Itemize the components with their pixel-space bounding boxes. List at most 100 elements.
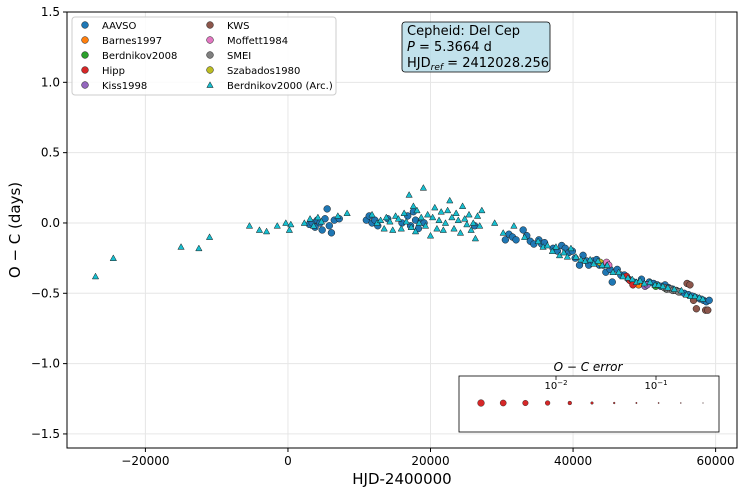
berdnikov2000-arc-point (285, 226, 294, 233)
x-axis-label: HJD-2400000 (352, 470, 451, 488)
berdnikov2000-arc-point (469, 219, 477, 226)
berdnikov2000-arc-point (654, 281, 663, 288)
berdnikov2000-arc-point (628, 275, 636, 283)
berdnikov2000-arc-point (421, 222, 430, 229)
legend-marker-moffett1984 (206, 36, 214, 44)
legend-label-hipp: Hipp (102, 66, 125, 77)
berdnikov2000-arc-point (615, 268, 623, 276)
berdnikov2000-arc-point (560, 248, 568, 256)
kws-point (692, 305, 701, 313)
berdnikov2000-arc-point (415, 219, 423, 226)
legend-label-barnes1997: Barnes1997 (102, 36, 162, 47)
berdnikov2000-arc-point (478, 206, 486, 214)
berdnikov2000-arc-point (306, 215, 314, 222)
berdnikov2000-arc-point (177, 243, 185, 250)
berdnikov2000-arc-point (245, 222, 254, 229)
berdnikov2000-arc-point (262, 227, 271, 235)
berdnikov2000-arc-point (287, 220, 295, 228)
inset-error-marker (635, 402, 638, 404)
legend-marker-aavso (81, 21, 89, 29)
berdnikov2000-arc-point (439, 226, 447, 233)
info-hjd-symbol: HJD (407, 56, 431, 71)
berdnikov2000-arc-point (577, 255, 585, 263)
legend-label-berdnikov2000-arc: Berdnikov2000 (Arc.) (227, 81, 333, 92)
berdnikov2000-arc-point (397, 224, 405, 232)
info-period-value: = 5.3664 d (415, 40, 492, 55)
berdnikov2000-arc-point (407, 223, 415, 230)
oc-error-inset: O − C error 10−2 10−1 (458, 360, 720, 433)
aavso-point (327, 229, 336, 237)
y-tick-label: 0.0 (41, 216, 60, 230)
legend-label-moffett1984: Moffett1984 (227, 36, 288, 47)
aavso-point (318, 226, 326, 234)
inset-tick-label-2: 10−1 (644, 379, 667, 392)
berdnikov2000-arc-point (317, 217, 326, 225)
berdnikov2000-arc-point (499, 229, 507, 236)
berdnikov2000-arc-point (402, 217, 410, 225)
berdnikov2000-arc-point (619, 272, 627, 280)
berdnikov2000-arc-point (677, 286, 686, 294)
berdnikov2000-arc-point (446, 196, 454, 204)
berdnikov2000-arc-point (695, 293, 703, 301)
info-period: P = 5.3664 d (407, 40, 492, 55)
berdnikov2000-arc-point (334, 212, 342, 219)
legend-marker-szabados1980 (206, 66, 214, 74)
berdnikov2000-arc-point (437, 208, 445, 215)
inset-error-marker (477, 399, 485, 407)
berdnikov2000-arc-point (476, 222, 484, 229)
inset-tick-label-1: 10−2 (544, 379, 567, 392)
x-tick-label: 20000 (411, 454, 449, 468)
berdnikov2000-arc-point (646, 278, 654, 285)
berdnikov2000-arc-point (255, 226, 264, 233)
berdnikov2000-arc-point (450, 224, 458, 232)
berdnikov2000-arc-point (454, 216, 462, 223)
berdnikov2000-arc-point (456, 229, 465, 236)
berdnikov2000-arc-point (431, 203, 439, 211)
berdnikov2000-arc-point (413, 206, 421, 214)
info-period-symbol: P (407, 40, 415, 55)
legend-marker-hipp (81, 66, 89, 74)
berdnikov2000-arc-point (405, 191, 413, 198)
berdnikov2000-arc-point (543, 241, 552, 249)
berdnikov2000-arc-point (491, 219, 499, 226)
x-tick-label: 40000 (554, 454, 592, 468)
aavso-point (519, 226, 527, 234)
berdnikov2000-arc-point (382, 213, 390, 221)
inset-error-markers (477, 399, 704, 407)
berdnikov2000-arc-point (376, 216, 385, 223)
legend-marker-berdnikov2000-arc (206, 81, 214, 88)
berdnikov2000-arc-point (572, 253, 580, 260)
inset-error-marker (522, 400, 529, 407)
legend-label-kws: KWS (227, 21, 249, 32)
berdnikov2000-arc-point (473, 212, 482, 219)
berdnikov2000-arc-point (548, 247, 557, 254)
berdnikov2000-arc-point (520, 233, 529, 240)
berdnikov2000-arc-point (463, 220, 471, 228)
berdnikov2000-arc-point (417, 213, 425, 221)
x-tick-label: 0 (284, 454, 292, 468)
berdnikov2000-arc-point (400, 209, 408, 216)
berdnikov2000-arc-point (448, 213, 456, 221)
berdnikov2000-arc-point (699, 295, 707, 302)
berdnikov2000-arc-point (443, 206, 452, 214)
y-tick-label: 0.5 (41, 146, 60, 160)
berdnikov2000-arc-point (314, 213, 322, 221)
berdnikov2000-arc-point (624, 274, 632, 281)
berdnikov2000-arc-point (205, 233, 214, 240)
y-tick-label: 1.5 (41, 5, 60, 19)
y-tick-label: −1.0 (31, 357, 60, 371)
x-tick-label: −20000 (121, 454, 169, 468)
berdnikov2000-arc-point (419, 184, 428, 191)
legend-label-szabados1980: Szabados1980 (227, 66, 300, 77)
legend-marker-barnes1997 (81, 36, 89, 44)
berdnikov2000-arc-point (309, 222, 318, 229)
berdnikov2000-arc-point (664, 283, 672, 291)
info-star-name: Cepheid: Del Cep (407, 24, 520, 39)
aavso-point (575, 261, 584, 269)
berdnikov2000-arc-point (467, 226, 475, 233)
aavso-point (705, 296, 713, 304)
cepheid-info-box: Cepheid: Del Cep P = 5.3664 d HJDref = 2… (401, 21, 551, 73)
aavso-point (608, 278, 616, 286)
berdnikov2000-arc-point (670, 285, 678, 292)
berdnikov2000-arc-point (435, 216, 443, 223)
